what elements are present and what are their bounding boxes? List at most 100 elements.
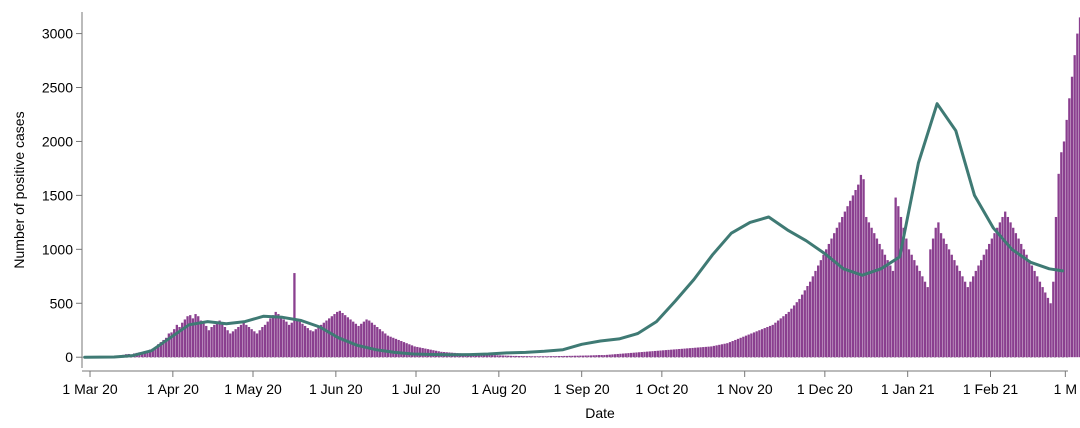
bar bbox=[747, 334, 750, 358]
bar bbox=[795, 302, 798, 358]
bar bbox=[875, 238, 879, 358]
bar bbox=[694, 347, 697, 358]
bar bbox=[167, 333, 170, 358]
bar bbox=[1006, 216, 1010, 358]
bar bbox=[632, 352, 635, 358]
bar bbox=[533, 356, 537, 358]
bar bbox=[621, 353, 625, 358]
bar bbox=[298, 321, 301, 358]
x-tick-label: 1 Aug 20 bbox=[471, 381, 526, 397]
bar bbox=[1057, 173, 1060, 358]
bar bbox=[507, 355, 510, 358]
x-tick-label: 1 Nov 20 bbox=[717, 381, 773, 397]
bar bbox=[955, 265, 959, 358]
bar bbox=[702, 347, 705, 358]
bar bbox=[146, 350, 149, 358]
bar bbox=[942, 238, 945, 358]
bar bbox=[600, 355, 603, 358]
bar bbox=[643, 351, 646, 358]
bar bbox=[867, 222, 871, 358]
bar bbox=[873, 233, 876, 358]
bar bbox=[218, 320, 221, 358]
bar bbox=[966, 287, 969, 358]
bar bbox=[1078, 17, 1080, 358]
bar bbox=[301, 323, 304, 358]
series-line bbox=[83, 102, 1065, 359]
bar bbox=[758, 330, 761, 358]
bar bbox=[165, 337, 168, 358]
bar bbox=[234, 329, 237, 358]
bar bbox=[520, 356, 523, 358]
bar bbox=[408, 344, 411, 358]
bar bbox=[400, 341, 403, 358]
bar bbox=[926, 287, 929, 358]
bar bbox=[710, 346, 713, 358]
bar bbox=[357, 325, 360, 358]
bar bbox=[1046, 297, 1050, 358]
bar bbox=[891, 270, 895, 358]
bar bbox=[696, 347, 700, 358]
bar bbox=[1041, 287, 1044, 358]
bar bbox=[525, 356, 529, 358]
bar bbox=[822, 254, 825, 358]
bar bbox=[354, 323, 358, 358]
bar bbox=[205, 325, 208, 358]
bar bbox=[1049, 303, 1052, 358]
bar bbox=[376, 327, 379, 358]
bar bbox=[808, 281, 812, 358]
bar bbox=[814, 270, 817, 358]
bar bbox=[162, 339, 165, 358]
bar bbox=[985, 249, 988, 358]
bar bbox=[969, 281, 972, 358]
bar bbox=[937, 222, 940, 358]
bar bbox=[336, 311, 339, 358]
bar bbox=[226, 330, 229, 358]
bar bbox=[568, 355, 571, 358]
bar bbox=[720, 344, 724, 358]
bar bbox=[1022, 249, 1026, 358]
bar bbox=[157, 344, 160, 358]
bar bbox=[237, 327, 240, 358]
bar bbox=[915, 265, 919, 358]
bar bbox=[787, 311, 790, 358]
bar bbox=[381, 331, 384, 358]
bar bbox=[287, 324, 291, 358]
bar bbox=[314, 329, 317, 358]
bar bbox=[416, 346, 419, 358]
bar bbox=[1033, 270, 1036, 358]
bar bbox=[271, 315, 275, 358]
bar bbox=[362, 321, 366, 358]
x-tick-label: 1 Sep 20 bbox=[554, 381, 610, 397]
bar bbox=[325, 320, 328, 358]
x-tick-label: 1 Dec 20 bbox=[797, 381, 853, 397]
bar bbox=[627, 353, 630, 358]
bar bbox=[563, 355, 566, 358]
bar bbox=[950, 254, 953, 358]
bar bbox=[370, 322, 374, 358]
bar bbox=[309, 330, 312, 358]
bar bbox=[274, 311, 277, 358]
bar bbox=[988, 243, 991, 358]
bar bbox=[771, 324, 774, 358]
bar bbox=[571, 355, 574, 358]
bar bbox=[977, 265, 980, 358]
bar bbox=[560, 356, 563, 358]
bar bbox=[1044, 292, 1047, 358]
bar bbox=[290, 322, 293, 358]
bar bbox=[181, 322, 184, 358]
bar bbox=[982, 254, 985, 358]
bar bbox=[699, 347, 702, 358]
bar bbox=[918, 270, 921, 358]
bar bbox=[752, 332, 756, 358]
bar bbox=[736, 338, 740, 358]
bar bbox=[250, 329, 253, 358]
bar bbox=[971, 276, 975, 358]
bar bbox=[862, 179, 865, 358]
bar bbox=[645, 351, 649, 358]
bar bbox=[565, 355, 569, 358]
bar bbox=[961, 276, 964, 358]
bar bbox=[723, 343, 726, 358]
bar bbox=[763, 328, 766, 358]
bar bbox=[648, 351, 651, 358]
y-axis-title: Number of positive cases bbox=[11, 111, 27, 268]
